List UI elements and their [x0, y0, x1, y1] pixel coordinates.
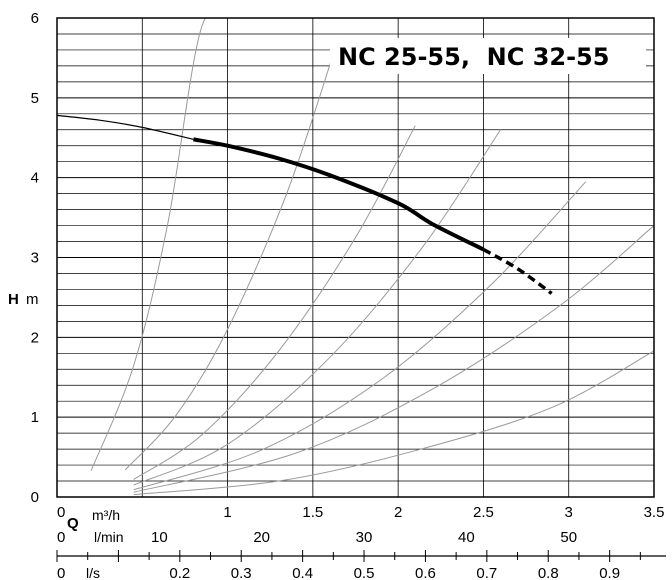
x-axis-unit: m³/h	[92, 507, 120, 523]
ls-tick-label: 0.5	[354, 565, 375, 580]
y-tick-label: 2	[31, 329, 39, 346]
y-tick-label: 0	[31, 489, 39, 506]
system-curve	[90, 18, 237, 471]
y-tick-label: 6	[31, 10, 39, 27]
ls-tick-label: 0.3	[231, 565, 252, 580]
y-axis-unit: m	[26, 291, 39, 308]
x-tick-label: 3	[565, 504, 573, 521]
system-curve	[133, 350, 654, 496]
ls-tick-label: 0.9	[599, 565, 620, 580]
chart-title: NC 25-55, NC 32-55	[338, 43, 609, 71]
system-curve	[133, 181, 587, 491]
x-axis-symbol: Q	[67, 515, 79, 532]
grid	[57, 18, 654, 497]
lmin-axis: l/min 0 10 20 30 40 50	[57, 529, 577, 546]
lmin-tick-label: 20	[253, 529, 270, 546]
lmin-tick-label: 50	[560, 529, 577, 546]
x-tick-label: 3.5	[644, 504, 665, 521]
ls-tick-label: 0.4	[292, 565, 313, 580]
y-axis-symbol: H	[8, 291, 19, 308]
plot-frame	[56, 17, 655, 498]
lmin-tick-label: 0	[57, 529, 65, 546]
x-tick-labels: 0 1 1.5 2 2.5 3 3.5	[57, 504, 664, 521]
y-tick-label: 4	[31, 170, 39, 187]
x-tick-label: 2.5	[473, 504, 494, 521]
y-tick-label: 3	[31, 250, 39, 267]
ls-unit: l/s	[86, 565, 100, 580]
ls-tick-label: 0.2	[169, 565, 190, 580]
x-tick-label: 2	[394, 504, 402, 521]
title-box: NC 25-55, NC 32-55	[330, 38, 646, 74]
lmin-tick-label: 10	[151, 529, 168, 546]
x-tick-label: 1	[223, 504, 231, 521]
x-tick-label: 1.5	[302, 504, 323, 521]
ls-tick-label: 0.7	[476, 565, 497, 580]
lmin-tick-label: 40	[458, 529, 475, 546]
y-tick-label: 1	[31, 409, 39, 426]
pump-curve-bold	[193, 137, 485, 252]
lmin-unit: l/min	[94, 529, 124, 545]
system-curve	[124, 37, 339, 471]
ls-tick-label: 0.8	[538, 565, 559, 580]
pump-curve-series	[56, 114, 553, 295]
x-tick-label: 0	[57, 504, 65, 521]
ls-tick-label: 0	[57, 565, 65, 580]
system-curve	[133, 225, 654, 493]
ls-axis: l/s 0 0.2 0.3 0.4 0.5 0.6 0.7 0.8 0.9	[56, 550, 666, 580]
lmin-tick-label: 30	[356, 529, 373, 546]
y-tick-label: 5	[31, 90, 39, 107]
pump-curve-thin	[56, 114, 194, 140]
ls-tick-label: 0.6	[415, 565, 436, 580]
system-curve	[133, 129, 501, 486]
pump-curve-dashed	[482, 247, 553, 295]
y-tick-labels: 0 1 2 3 4 5 6	[31, 10, 39, 506]
